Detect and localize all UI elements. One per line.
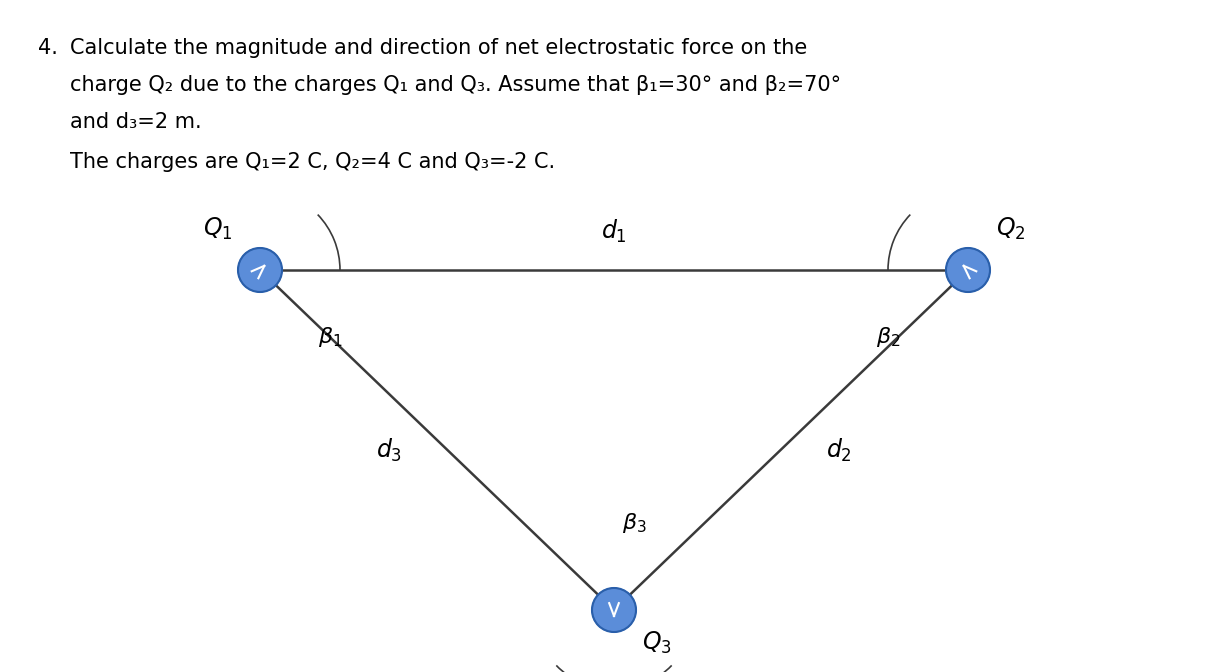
- Text: and d₃=2 m.: and d₃=2 m.: [70, 112, 201, 132]
- Circle shape: [592, 588, 636, 632]
- Text: $d_3$: $d_3$: [376, 436, 402, 464]
- Text: $\beta_2$: $\beta_2$: [876, 325, 900, 349]
- Text: $Q_3$: $Q_3$: [642, 630, 672, 656]
- Text: $d_2$: $d_2$: [826, 436, 852, 464]
- Text: The charges are Q₁=2 C, Q₂=4 C and Q₃=-2 C.: The charges are Q₁=2 C, Q₂=4 C and Q₃=-2…: [70, 152, 555, 172]
- Text: $\beta_1$: $\beta_1$: [318, 325, 343, 349]
- Text: Calculate the magnitude and direction of net electrostatic force on the: Calculate the magnitude and direction of…: [70, 38, 807, 58]
- Text: charge Q₂ due to the charges Q₁ and Q₃. Assume that β₁=30° and β₂=70°: charge Q₂ due to the charges Q₁ and Q₃. …: [70, 75, 841, 95]
- Text: $d_1$: $d_1$: [600, 218, 628, 245]
- Text: $\beta_3$: $\beta_3$: [623, 511, 647, 535]
- Text: $Q_2$: $Q_2$: [996, 216, 1025, 242]
- Circle shape: [238, 248, 282, 292]
- Text: 4.: 4.: [38, 38, 58, 58]
- Text: $Q_1$: $Q_1$: [203, 216, 232, 242]
- Circle shape: [946, 248, 990, 292]
